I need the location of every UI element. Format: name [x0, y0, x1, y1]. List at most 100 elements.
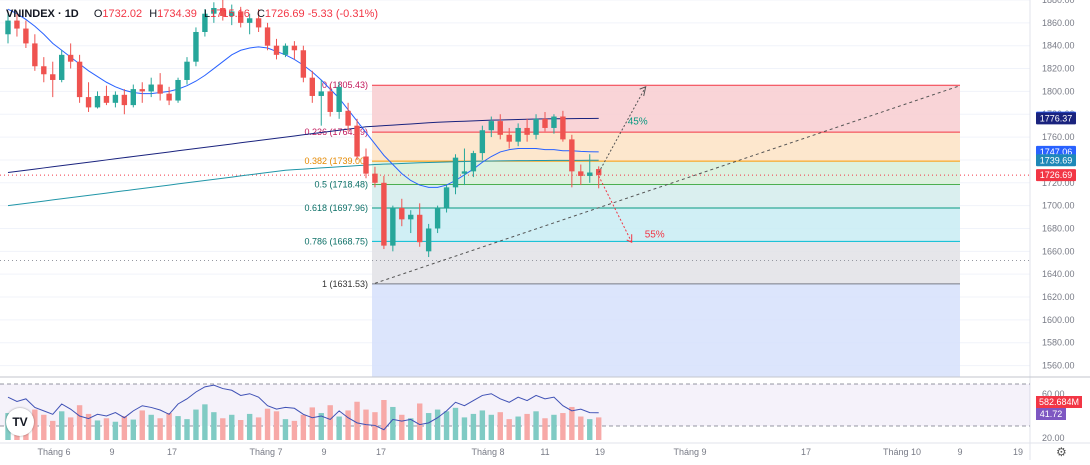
lower-tick-label: 20.00 — [1042, 433, 1065, 443]
price-badge-label: 1747.06 — [1040, 147, 1073, 157]
rsi-badge — [1036, 408, 1066, 420]
fib-level-label: 0.786 (1668.75) — [304, 236, 368, 246]
volume-bar — [291, 420, 298, 440]
interval-label: 1D — [64, 8, 79, 20]
volume-bar — [282, 419, 289, 440]
volume-bar — [470, 413, 477, 440]
up-arrowhead — [639, 86, 647, 97]
candle-body — [506, 134, 512, 142]
candle-body — [14, 20, 20, 29]
volume-bar — [551, 414, 557, 440]
candle-body — [542, 118, 548, 128]
volume-bar — [345, 410, 351, 440]
volume-bar — [327, 405, 333, 440]
candle-body — [246, 18, 253, 23]
x-tick-label: 11 — [540, 447, 549, 457]
candle-body — [533, 118, 539, 135]
chart-header: VNINDEX · 1D O1732.02 H1734.39 L1715.16 … — [6, 8, 378, 20]
x-tick-label: 9 — [109, 447, 114, 457]
volume-bar — [533, 411, 539, 440]
volume-bar — [85, 413, 92, 440]
x-tick-label: Tháng 7 — [249, 447, 282, 457]
candle-body — [264, 27, 271, 46]
x-tick-label: 17 — [167, 447, 177, 457]
price-badge-label: 1726.69 — [1040, 170, 1073, 180]
candle-body — [291, 45, 298, 51]
volume-bar — [193, 409, 199, 440]
fib-zone — [372, 85, 960, 133]
candle-body — [23, 28, 29, 44]
y-tick-label: 1560.00 — [1042, 361, 1075, 371]
volume-bar — [121, 416, 128, 440]
volume-bar — [229, 414, 235, 440]
candle-body — [202, 13, 208, 32]
candle-body — [76, 61, 83, 98]
tradingview-logo-icon[interactable]: TV — [6, 408, 34, 436]
candle-body — [327, 91, 333, 112]
volume-bar — [94, 420, 101, 440]
rsi-line — [7, 384, 599, 431]
symbol-name: VNINDEX — [6, 8, 55, 20]
open-key: O — [93, 8, 103, 20]
volume-bar — [372, 412, 378, 440]
candle-body — [85, 97, 92, 108]
volume-bar — [184, 419, 190, 440]
price-badge — [1036, 169, 1076, 182]
gear-icon[interactable]: ⚙ — [1056, 445, 1067, 459]
candle-body — [560, 116, 566, 140]
down-projection — [598, 175, 633, 243]
fib-zone — [372, 283, 960, 377]
volume-bar — [318, 413, 324, 440]
volume-bar — [273, 411, 280, 440]
volume-bar — [596, 417, 602, 440]
volume-badge-label: 582.684M — [1039, 397, 1079, 407]
candle-body — [399, 207, 405, 220]
candle-body — [67, 54, 74, 62]
volume-bar — [50, 420, 56, 440]
candle-body — [211, 7, 217, 14]
volume-badge — [1036, 396, 1082, 408]
trend-line — [374, 85, 961, 284]
fib-level-label: 0.618 (1697.96) — [304, 203, 368, 213]
candle-body — [41, 66, 47, 75]
volume-bar — [408, 418, 414, 440]
up-projection — [598, 86, 647, 173]
volume-bar — [417, 403, 423, 440]
candle-body — [175, 79, 181, 101]
candle-body — [345, 110, 351, 126]
price-badge-label: 1776.37 — [1040, 113, 1073, 123]
volume-bar — [560, 413, 566, 440]
volume-bar — [130, 419, 136, 440]
fib-zone — [372, 207, 960, 242]
volume-bar — [452, 407, 459, 440]
candle-body — [461, 171, 468, 174]
x-tick-label: Tháng 8 — [471, 447, 504, 457]
fib-zone — [372, 161, 960, 185]
candle-body — [497, 121, 503, 135]
y-tick-label: 1820.00 — [1042, 64, 1075, 74]
candle-body — [587, 172, 593, 176]
candle-body — [139, 89, 145, 92]
fib-level-label: 1 (1631.53) — [322, 279, 368, 289]
volume-bar — [381, 400, 387, 440]
volume-bar — [399, 414, 405, 440]
candle-body — [130, 89, 136, 106]
candle-body — [148, 84, 154, 92]
ma-slow-line — [7, 159, 599, 207]
volume-bar — [139, 410, 145, 440]
candle-body — [470, 153, 477, 172]
volume-bar — [354, 401, 360, 440]
candle-body — [354, 125, 360, 157]
change-value: -5.33 (-0.31%) — [307, 8, 379, 20]
fib-zone — [372, 184, 960, 208]
candle-body — [282, 45, 289, 55]
price-badge-label: 1739.69 — [1040, 155, 1073, 165]
candle-body — [5, 20, 11, 35]
symbol-label[interactable]: VNINDEX · 1D — [6, 8, 79, 20]
volume-bar — [211, 412, 217, 440]
high-value: 1734.39 — [157, 8, 197, 20]
volume-bar — [425, 413, 432, 440]
volume-bar — [300, 414, 307, 440]
